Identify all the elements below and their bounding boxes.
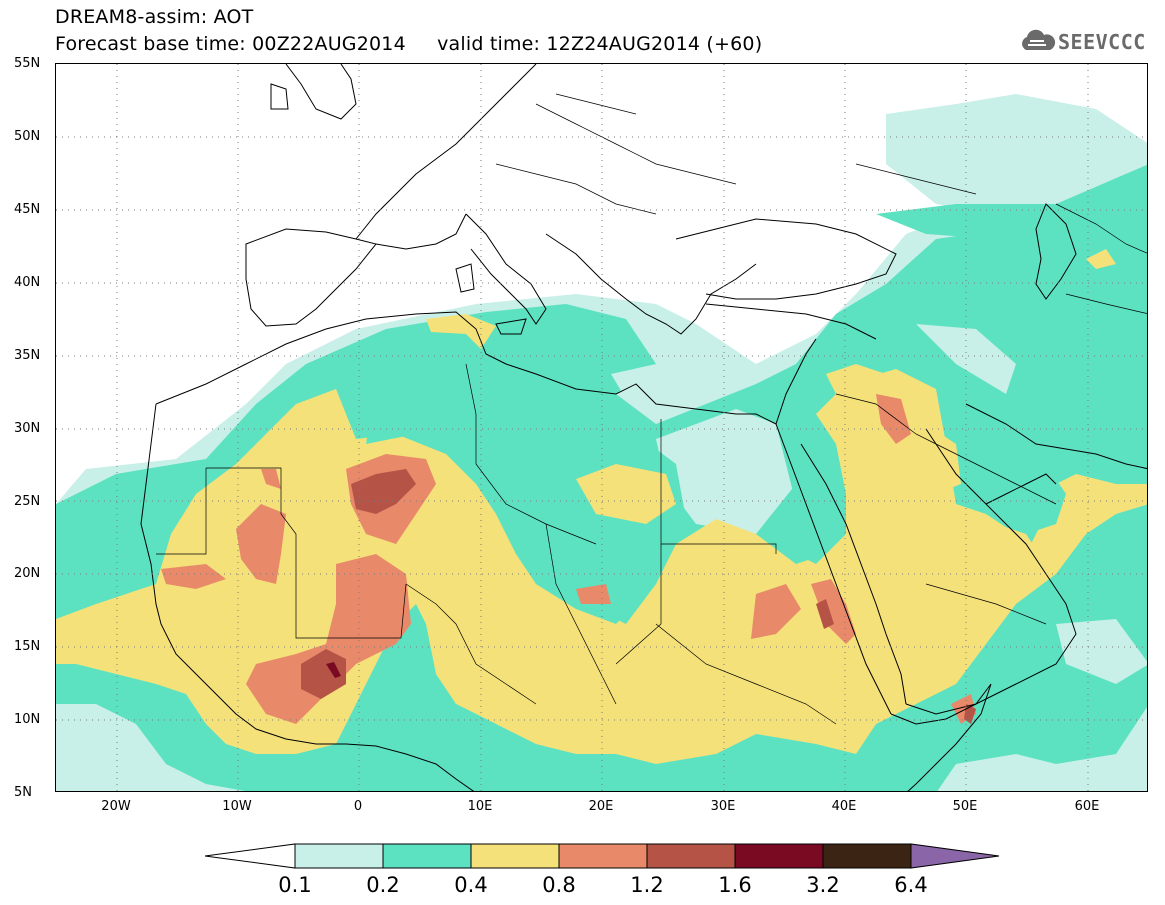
colorbar-min-arrow: [205, 843, 296, 869]
lon-label: 10W: [222, 799, 252, 814]
lat-label: 25N: [14, 494, 41, 509]
lat-label: 20N: [14, 566, 41, 581]
colorbar-label: 1.6: [718, 873, 752, 897]
graticule: [56, 64, 1147, 791]
logo-text: SEEVCCC: [1058, 30, 1146, 54]
lon-label: 30E: [710, 799, 736, 814]
country-borders: [156, 93, 1147, 725]
colorbar-label: 0.1: [278, 873, 312, 897]
map-title: DREAM8-assim: AOT: [55, 6, 254, 28]
map-subtitle-times: Forecast base time: 00Z22AUG2014 valid t…: [55, 33, 763, 55]
colorbar-label: 1.2: [630, 873, 664, 897]
colorbar-label: 3.2: [806, 873, 840, 897]
lat-label: 5N: [14, 785, 32, 800]
colorbar-max-arrow: [910, 843, 1000, 869]
lat-label: 15N: [14, 639, 41, 654]
lon-label: 20W: [101, 799, 131, 814]
coastlines: [140, 64, 1147, 791]
aot-level-0.8: [161, 394, 976, 724]
aot-map: [56, 64, 1147, 791]
lat-label: 35N: [14, 348, 41, 363]
colorbar: [205, 843, 1000, 869]
colorbar-label: 0.8: [542, 873, 576, 897]
colorbar-label: 0.4: [454, 873, 488, 897]
map-area: [55, 63, 1148, 792]
lat-label: 55N: [14, 56, 41, 71]
lat-label: 10N: [14, 712, 41, 727]
lon-label: 60E: [1074, 799, 1100, 814]
lon-label: 20E: [588, 799, 614, 814]
aot-level-1.6: [326, 662, 341, 678]
lon-label: 40E: [831, 799, 857, 814]
colorbar-swatch: [646, 843, 736, 869]
colorbar-swatch: [382, 843, 472, 869]
aot-level-0.4-patches: [486, 424, 1046, 704]
colorbar-swatch: [822, 843, 912, 869]
lat-label: 50N: [14, 129, 41, 144]
colorbar-swatch: [470, 843, 560, 869]
lon-label: 0: [353, 799, 363, 814]
colorbar-swatch: [558, 843, 648, 869]
cloud-icon: [1022, 29, 1056, 50]
lon-label: 50E: [952, 799, 978, 814]
lat-label: 40N: [14, 275, 41, 290]
aot-level-1.2: [301, 469, 976, 724]
aot-level-0.2-patches: [366, 349, 1066, 754]
colorbar-label: 6.4: [894, 873, 928, 897]
colorbar-label: 0.2: [366, 873, 400, 897]
colorbar-swatch: [734, 843, 824, 869]
colorbar-swatch: [294, 843, 384, 869]
lon-label: 10E: [467, 799, 493, 814]
lat-label: 30N: [14, 421, 41, 436]
lat-label: 45N: [14, 202, 41, 217]
seevccc-logo: SEEVCCC: [1018, 26, 1153, 56]
